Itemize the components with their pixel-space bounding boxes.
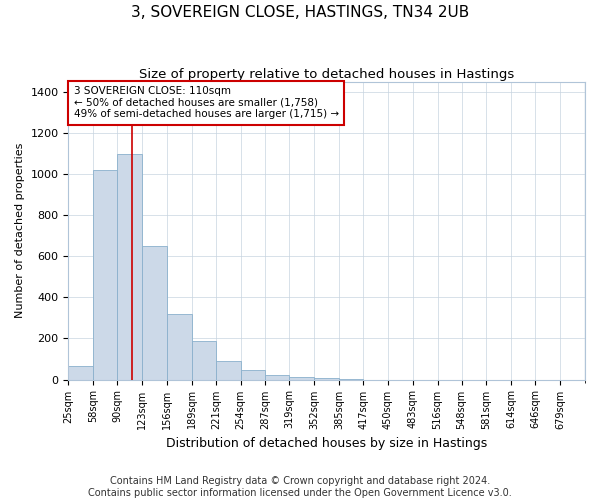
Bar bbox=[314, 378, 339, 380]
Bar bbox=[289, 377, 314, 380]
Bar bbox=[68, 366, 93, 380]
X-axis label: Distribution of detached houses by size in Hastings: Distribution of detached houses by size … bbox=[166, 437, 487, 450]
Bar bbox=[117, 154, 142, 380]
Title: Size of property relative to detached houses in Hastings: Size of property relative to detached ho… bbox=[139, 68, 514, 80]
Text: 3 SOVEREIGN CLOSE: 110sqm
← 50% of detached houses are smaller (1,758)
49% of se: 3 SOVEREIGN CLOSE: 110sqm ← 50% of detac… bbox=[74, 86, 338, 120]
Y-axis label: Number of detached properties: Number of detached properties bbox=[15, 143, 25, 318]
Text: Contains HM Land Registry data © Crown copyright and database right 2024.
Contai: Contains HM Land Registry data © Crown c… bbox=[88, 476, 512, 498]
Bar bbox=[265, 376, 289, 380]
Bar bbox=[192, 340, 216, 380]
Bar bbox=[142, 246, 167, 380]
Text: 3, SOVEREIGN CLOSE, HASTINGS, TN34 2UB: 3, SOVEREIGN CLOSE, HASTINGS, TN34 2UB bbox=[131, 5, 469, 20]
Bar bbox=[167, 314, 192, 380]
Bar bbox=[93, 170, 117, 380]
Bar bbox=[241, 370, 265, 380]
Bar bbox=[216, 361, 241, 380]
Bar bbox=[339, 379, 363, 380]
